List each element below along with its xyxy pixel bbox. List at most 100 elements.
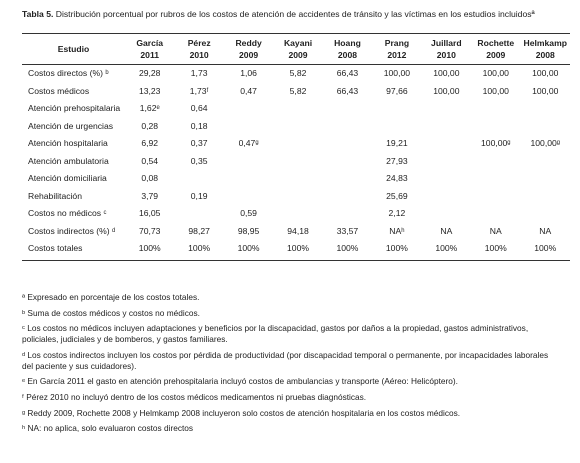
column-header: Estudio: [22, 33, 125, 65]
cell: 0,19: [190, 190, 208, 201]
row-label: Atención hospitalaria: [28, 138, 108, 149]
cell: [174, 170, 223, 188]
table-row: Costos indirectos (%) ᵈ 70,73 98,27 98,95 94…: [22, 223, 570, 241]
cell: [521, 100, 571, 118]
cell: 94,18: [287, 225, 309, 236]
column-header: Rochette 2009: [471, 33, 521, 65]
cell: 16,05: [138, 208, 161, 219]
cell: 0,47ᵍ: [238, 138, 259, 149]
cell: 1,06: [240, 68, 257, 79]
cell: [471, 118, 520, 136]
cell: 100,00: [482, 68, 509, 79]
cell: [471, 188, 520, 206]
cell: 66,43: [336, 68, 359, 79]
footnote: ᶠ Pérez 2010 no incluyó dentro de los co…: [22, 391, 367, 402]
cell: [273, 188, 322, 206]
cell: [273, 153, 322, 171]
cost-table: Estudio García 2011 Pérez 2010 Reddy 2009 Kaya…: [22, 33, 570, 261]
table-row: Atención prehospitalaria 1,62ᵉ 0,64: [22, 100, 570, 118]
cell: NA: [440, 225, 453, 236]
cell: [471, 153, 520, 171]
study-name: García: [136, 38, 164, 48]
footnote: ª Expresado en porcentaje de los costos …: [22, 292, 200, 302]
cell: 98,95: [237, 225, 260, 236]
cell: [174, 205, 223, 223]
cell: 27,93: [386, 155, 408, 166]
table-row: Costos directos (%) ᵇ 29,28 1,73 1,06 5,82 66…: [22, 65, 570, 83]
cell: 5,82: [289, 85, 307, 96]
row-label: Costos indirectos (%) ᵈ: [28, 225, 116, 236]
cell: 100%: [223, 240, 274, 261]
cell: 25,69: [386, 190, 408, 201]
table-row: Atención hospitalaria 6,92 0,37 0,47ᵍ 19,21 1…: [22, 135, 570, 153]
study-year: 2009: [288, 50, 308, 60]
cell: [224, 188, 273, 206]
cell: 1,62ᵉ: [139, 103, 160, 114]
cell: [422, 135, 471, 153]
cell: [273, 100, 322, 118]
footnote: ᵉ En García 2011 el gasto en atención pr…: [22, 376, 458, 387]
row-label: Costos no médicos ᶜ: [28, 208, 107, 219]
row-label: Atención prehospitalaria: [28, 103, 121, 114]
cell: [521, 170, 571, 188]
cell: [323, 205, 372, 223]
cell: 0,54: [141, 155, 159, 166]
row-label: Costos directos (%) ᵇ: [28, 68, 109, 79]
cell: [372, 118, 421, 136]
cell: [323, 135, 372, 153]
cell: 100,00: [532, 68, 559, 79]
cell: 2,12: [388, 208, 406, 219]
row-label: Costos totales: [22, 240, 125, 261]
cell: [422, 188, 471, 206]
cell: 0,64: [190, 103, 208, 114]
cell: 13,23: [138, 85, 161, 96]
cell: 100,00: [482, 85, 509, 96]
cell: 100%: [421, 240, 472, 261]
cell: 100,00ᵍ: [530, 138, 561, 149]
cell: [521, 153, 571, 171]
cell: 100,00: [383, 68, 411, 79]
study-year: 2008: [535, 50, 555, 60]
cell: 0,59: [240, 208, 257, 219]
cell: 100,00ᵍ: [481, 138, 511, 149]
cell: [224, 100, 273, 118]
column-header: Prang 2012: [372, 33, 422, 65]
cell: [323, 118, 372, 136]
cell: 66,43: [336, 85, 359, 96]
cell: 0,18: [190, 120, 208, 131]
cell: [323, 100, 372, 118]
footnotes: ª Expresado en porcentaje de los costos …: [22, 292, 550, 439]
cell: 0,47: [240, 85, 257, 96]
row-label: Atención de urgencias: [28, 120, 114, 131]
cell: 100,00: [433, 85, 460, 96]
cell: [521, 118, 571, 136]
study-name: Reddy: [235, 38, 262, 48]
cell: [323, 170, 372, 188]
study-year: 2011: [140, 50, 160, 60]
footnote: ᶜ Los costos no médicos incluyen adaptac…: [22, 323, 529, 345]
cell: 33,57: [336, 225, 359, 236]
cell: 100%: [125, 240, 175, 261]
table-row: Costos totales 100% 100% 100% 100% 100% 100% 10…: [22, 240, 570, 261]
footnote: ᵇ Suma de costos médicos y costos no méd…: [22, 307, 200, 318]
cell: 98,27: [188, 225, 210, 236]
table-caption: Tabla 5. Distribución porcentual por rub…: [22, 9, 574, 20]
table-row: Costos médicos 13,23 1,73ᶠ 0,47 5,82 66,43 97,…: [22, 83, 570, 101]
cell: [224, 170, 273, 188]
table-row: Costos no médicos ᶜ 16,05 0,59 2,12: [22, 205, 570, 223]
cell: 0,28: [141, 120, 159, 131]
caption-title: Distribución porcentual por rubros de lo…: [55, 9, 535, 19]
cell: [224, 153, 273, 171]
cell: 1,73: [190, 68, 208, 79]
cell: [471, 205, 520, 223]
cell: 0,37: [190, 138, 208, 149]
table-row: Atención domiciliaria 0,08 24,83: [22, 170, 570, 188]
cell: [372, 100, 421, 118]
study-name: Pérez: [187, 38, 211, 48]
column-header: Kayani 2009: [273, 33, 323, 65]
column-header: Hoang 2008: [322, 33, 373, 65]
cell: 29,28: [138, 68, 161, 79]
study-name: Prang: [384, 38, 410, 48]
cell: 100%: [273, 240, 323, 261]
study-year: 2008: [337, 50, 358, 60]
